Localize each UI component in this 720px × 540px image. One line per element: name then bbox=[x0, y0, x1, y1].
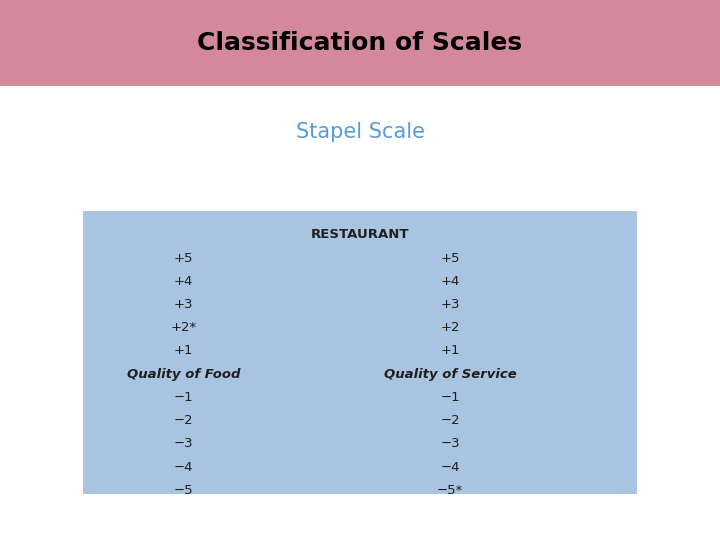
Text: Quality of Food: Quality of Food bbox=[127, 368, 240, 381]
Text: +1: +1 bbox=[440, 345, 460, 357]
Text: +4: +4 bbox=[174, 275, 193, 288]
Text: +5: +5 bbox=[440, 252, 460, 265]
Text: −4: −4 bbox=[440, 461, 460, 474]
Text: −5*: −5* bbox=[437, 484, 463, 497]
Text: −3: −3 bbox=[174, 437, 194, 450]
Text: +4: +4 bbox=[441, 275, 459, 288]
Text: RESTAURANT: RESTAURANT bbox=[311, 228, 409, 241]
Text: −3: −3 bbox=[440, 437, 460, 450]
Text: −4: −4 bbox=[174, 461, 194, 474]
Text: Classification of Scales: Classification of Scales bbox=[197, 31, 523, 55]
Text: +5: +5 bbox=[174, 252, 194, 265]
FancyBboxPatch shape bbox=[83, 211, 637, 494]
Text: −1: −1 bbox=[440, 391, 460, 404]
Text: Quality of Service: Quality of Service bbox=[384, 368, 516, 381]
Text: −2: −2 bbox=[440, 414, 460, 427]
Text: Stapel Scale: Stapel Scale bbox=[295, 122, 425, 143]
FancyBboxPatch shape bbox=[0, 0, 720, 86]
Text: −2: −2 bbox=[174, 414, 194, 427]
Text: +3: +3 bbox=[174, 298, 194, 311]
Text: +3: +3 bbox=[440, 298, 460, 311]
Text: −1: −1 bbox=[174, 391, 194, 404]
Text: +1: +1 bbox=[174, 345, 194, 357]
Text: +2*: +2* bbox=[171, 321, 197, 334]
Text: −5: −5 bbox=[174, 484, 194, 497]
Text: +2: +2 bbox=[440, 321, 460, 334]
